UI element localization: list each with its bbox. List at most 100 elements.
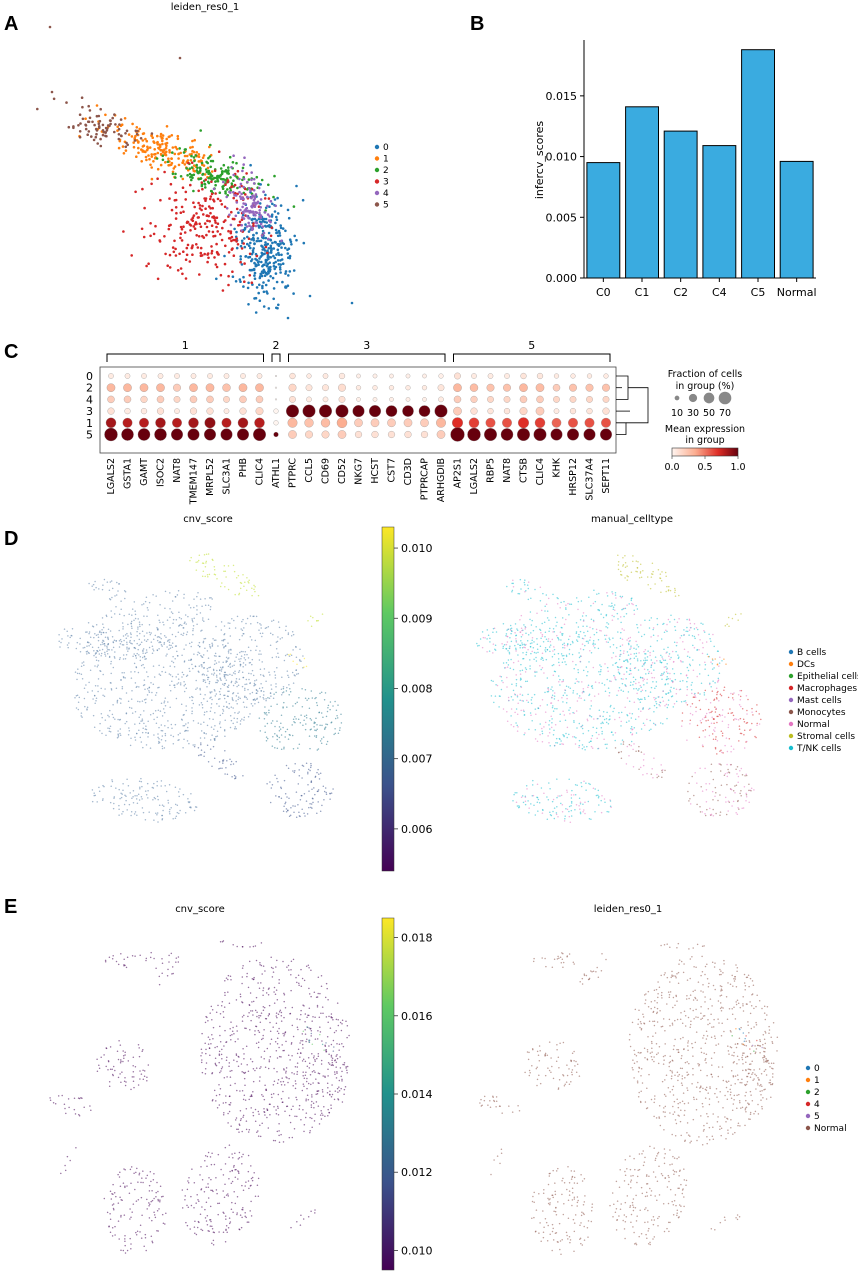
point-cluster-0 bbox=[277, 253, 281, 257]
umap-point bbox=[505, 634, 507, 637]
point-cluster-3 bbox=[203, 222, 207, 225]
dot-3-AP2S1 bbox=[453, 406, 462, 416]
umap-point bbox=[507, 696, 510, 699]
umap-point bbox=[86, 653, 88, 655]
umap-point bbox=[644, 689, 647, 692]
umap-point bbox=[603, 798, 606, 800]
dot-0-TMEM147 bbox=[190, 373, 197, 379]
umap-point bbox=[651, 573, 654, 575]
umap-point bbox=[174, 658, 176, 660]
umap-point bbox=[619, 645, 622, 647]
umap-point bbox=[186, 631, 189, 633]
umap-point bbox=[91, 800, 94, 803]
umap-point bbox=[248, 678, 250, 681]
umap-point bbox=[304, 697, 307, 699]
umap-point bbox=[271, 720, 274, 722]
umap-point bbox=[612, 734, 614, 736]
umap-point bbox=[137, 648, 139, 651]
point-cluster-3 bbox=[214, 221, 217, 224]
umap-point bbox=[212, 637, 214, 640]
umap-point bbox=[280, 688, 283, 690]
point-cluster-5 bbox=[99, 107, 102, 111]
umap-point bbox=[549, 814, 552, 816]
umap-point bbox=[633, 687, 635, 690]
umap-point bbox=[582, 687, 585, 690]
umap-point bbox=[276, 640, 279, 643]
umap-point bbox=[176, 594, 179, 596]
umap-point bbox=[294, 770, 296, 772]
umap-point bbox=[574, 743, 577, 745]
umap-point bbox=[512, 799, 514, 802]
point-cluster-3 bbox=[192, 214, 196, 217]
umap-point bbox=[103, 695, 106, 697]
umap-point bbox=[191, 618, 193, 620]
umap-point bbox=[206, 685, 208, 688]
umap-point bbox=[743, 733, 745, 736]
point-cluster-2 bbox=[183, 148, 187, 151]
umap-point bbox=[134, 610, 136, 612]
point-cluster-1 bbox=[138, 127, 141, 131]
row-label-2: 2 bbox=[86, 382, 93, 395]
umap-point bbox=[671, 650, 674, 653]
group-label-2: 2 bbox=[273, 339, 280, 352]
umap-point bbox=[673, 703, 676, 705]
legend-label-Stromal cells: Stromal cells bbox=[797, 732, 855, 742]
umap-point bbox=[704, 668, 706, 670]
point-cluster-0 bbox=[258, 202, 262, 205]
umap-point bbox=[739, 699, 742, 701]
umap-point bbox=[214, 725, 216, 727]
point-cluster-0 bbox=[250, 259, 253, 263]
umap-point bbox=[134, 682, 137, 684]
umap-point bbox=[619, 655, 621, 657]
umap-point bbox=[172, 622, 174, 625]
umap-point bbox=[509, 636, 511, 639]
dot-1-ARHGDIB bbox=[436, 417, 446, 428]
point-cluster-0 bbox=[269, 238, 273, 242]
umap-point bbox=[104, 651, 106, 654]
umap-point bbox=[739, 732, 742, 735]
umap-point bbox=[163, 747, 166, 749]
umap-point bbox=[336, 717, 339, 719]
umap-point bbox=[535, 656, 537, 659]
dot-4-NKG7 bbox=[356, 397, 361, 402]
umap-point bbox=[712, 729, 715, 731]
umap-point bbox=[708, 633, 710, 636]
umap-point bbox=[624, 577, 626, 579]
umap-point bbox=[152, 712, 155, 715]
point-cluster-3 bbox=[199, 225, 203, 228]
point-cluster-3 bbox=[245, 172, 248, 175]
umap-point bbox=[582, 669, 585, 672]
umap-point bbox=[705, 712, 708, 715]
umap-point bbox=[101, 628, 103, 631]
umap-point bbox=[696, 803, 698, 806]
umap-point bbox=[93, 588, 95, 591]
umap-point bbox=[520, 678, 522, 681]
umap-point bbox=[651, 662, 654, 664]
umap-point bbox=[575, 639, 578, 641]
umap-point bbox=[122, 628, 124, 630]
umap-point bbox=[611, 593, 614, 595]
umap-point bbox=[680, 725, 683, 727]
umap-point bbox=[652, 681, 654, 683]
umap-point bbox=[526, 584, 529, 586]
umap-point bbox=[562, 658, 565, 660]
point-cluster-0 bbox=[281, 227, 285, 230]
umap-point bbox=[245, 706, 248, 709]
umap-point bbox=[626, 639, 628, 641]
umap-point bbox=[648, 670, 651, 673]
umap-point bbox=[559, 743, 561, 745]
umap-point bbox=[127, 623, 129, 626]
umap-point bbox=[525, 589, 527, 592]
dot-4-CD69 bbox=[322, 396, 329, 403]
umap-point bbox=[520, 627, 523, 629]
point-cluster-1 bbox=[192, 150, 196, 154]
umap-point bbox=[549, 788, 551, 790]
umap-point bbox=[101, 716, 103, 719]
point-cluster-0 bbox=[273, 240, 277, 244]
umap-point bbox=[192, 702, 195, 705]
umap-point bbox=[604, 743, 607, 746]
dot-0-CLIC4 bbox=[256, 373, 263, 379]
umap-point bbox=[660, 654, 662, 657]
umap-point bbox=[309, 766, 312, 769]
umap-point bbox=[626, 658, 628, 661]
